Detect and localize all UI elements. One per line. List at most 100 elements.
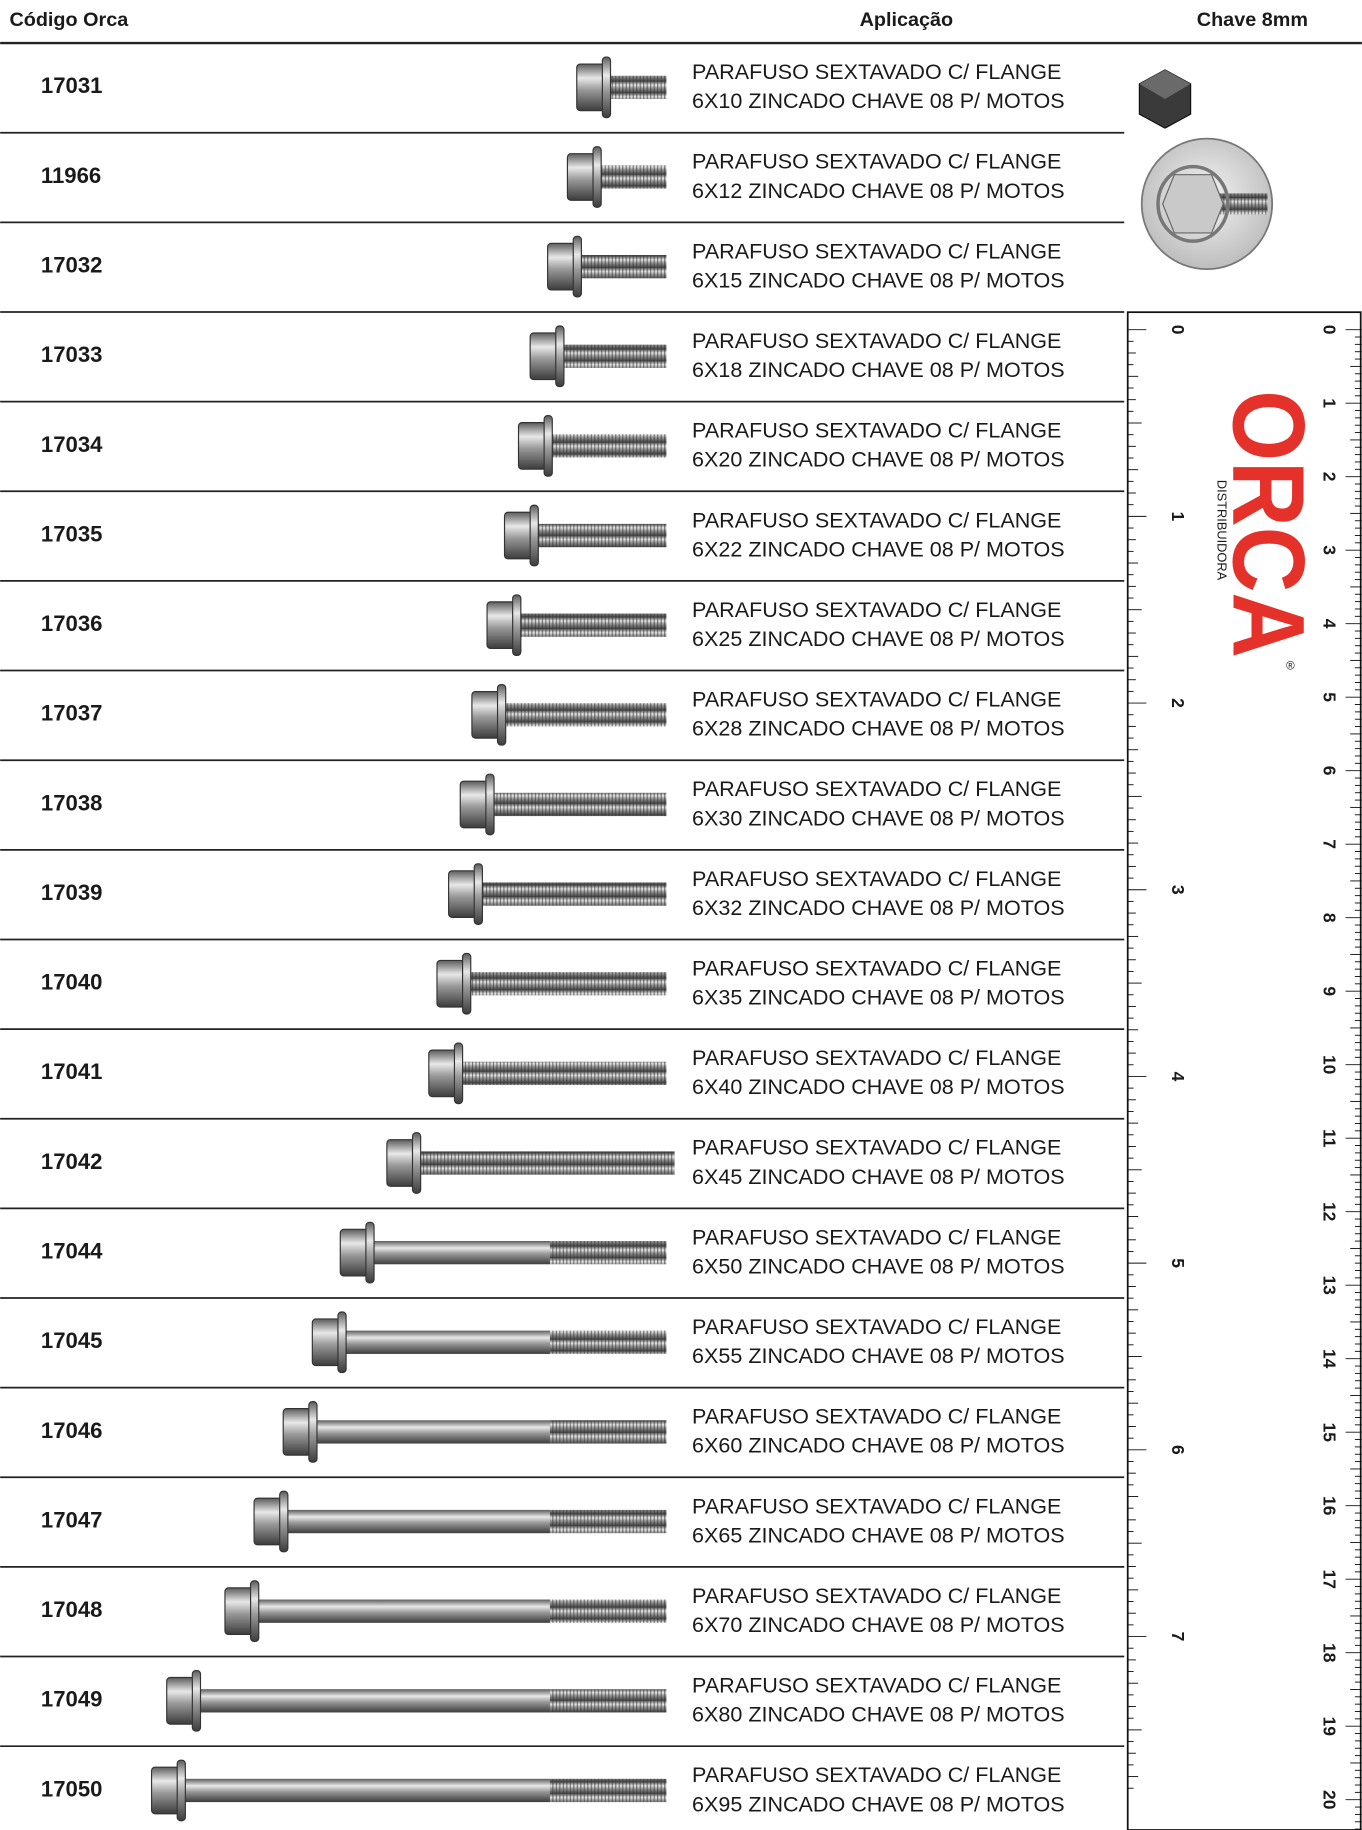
bolt-thread	[609, 75, 667, 100]
bolt-flange	[411, 1132, 422, 1194]
bolt-shank	[372, 1240, 550, 1265]
description-line: 6X65 ZINCADO CHAVE 08 P/ MOTOS	[692, 1523, 1065, 1547]
product-code: 17045	[41, 1328, 103, 1353]
product-code: 17046	[41, 1418, 103, 1443]
cm-label: 15	[1319, 1422, 1339, 1442]
bolt-thread	[549, 1599, 667, 1623]
bolt-image	[529, 325, 667, 388]
bolt-shank	[315, 1420, 550, 1444]
bolt-thread	[469, 972, 667, 996]
cm-label: 3	[1319, 545, 1339, 555]
cm-label: 5	[1319, 692, 1339, 702]
product-code: 17038	[41, 790, 103, 815]
bolt-thread	[492, 792, 667, 817]
logo-subtitle: DISTRIBUIDORA	[1215, 480, 1230, 581]
cm-label: 4	[1319, 619, 1339, 629]
description-line: PARAFUSO SEXTAVADO C/ FLANGE	[692, 239, 1061, 263]
description-line: 6X50 ZINCADO CHAVE 08 P/ MOTOS	[692, 1254, 1065, 1278]
bolt-thread	[580, 254, 667, 279]
cm-label: 7	[1319, 839, 1339, 849]
bolt-flange	[308, 1401, 318, 1463]
bolt-head	[253, 1497, 283, 1546]
bolt-thread	[549, 1420, 667, 1444]
bolt-flange	[279, 1490, 289, 1553]
bolt-shank	[257, 1599, 550, 1623]
bolt-head	[428, 1049, 458, 1098]
description-line: PARAFUSO SEXTAVADO C/ FLANGE	[692, 1674, 1061, 1698]
description-line: 6X70 ZINCADO CHAVE 08 P/ MOTOS	[692, 1613, 1065, 1637]
cm-label: 16	[1319, 1496, 1339, 1516]
product-code: 17032	[41, 252, 103, 277]
bolt-thread	[504, 703, 667, 727]
inch-label: 4	[1168, 1072, 1188, 1082]
product-code: 17044	[41, 1238, 103, 1263]
logo-mark: ®	[1286, 659, 1295, 672]
bolt-head	[503, 511, 534, 560]
bolt-head	[282, 1408, 312, 1456]
description-line: 6X40 ZINCADO CHAVE 08 P/ MOTOS	[692, 1075, 1065, 1099]
bolt-thread	[481, 882, 667, 906]
bolt-image	[386, 1132, 675, 1194]
description-line: 6X60 ZINCADO CHAVE 08 P/ MOTOS	[692, 1434, 1065, 1458]
product-code: 11966	[41, 163, 101, 188]
description-line: 6X35 ZINCADO CHAVE 08 P/ MOTOS	[692, 986, 1065, 1010]
description-line: PARAFUSO SEXTAVADO C/ FLANGE	[692, 956, 1061, 980]
product-code: 17040	[41, 970, 103, 995]
description-line: 6X95 ZINCADO CHAVE 08 P/ MOTOS	[692, 1792, 1065, 1816]
bolt-thread	[551, 434, 667, 458]
bolt-thread	[419, 1151, 675, 1175]
bolt-thread	[600, 165, 667, 189]
description-line: PARAFUSO SEXTAVADO C/ FLANGE	[692, 329, 1061, 353]
bolt-head	[576, 63, 606, 112]
bolt-thread	[549, 1240, 667, 1265]
bolt-flange	[592, 146, 602, 208]
header-code: Código Orca	[9, 9, 129, 31]
bolt-flange	[250, 1580, 260, 1643]
cm-label: 17	[1319, 1569, 1339, 1588]
description-line: 6X20 ZINCADO CHAVE 08 P/ MOTOS	[692, 448, 1065, 472]
bolt-image	[311, 1311, 667, 1374]
bolt-head	[150, 1766, 181, 1815]
description-line: 6X22 ZINCADO CHAVE 08 P/ MOTOS	[692, 537, 1065, 561]
description-line: PARAFUSO SEXTAVADO C/ FLANGE	[692, 1046, 1061, 1070]
bolt-flange	[555, 325, 565, 388]
description-line: 6X28 ZINCADO CHAVE 08 P/ MOTOS	[692, 717, 1065, 741]
cm-label: 20	[1319, 1790, 1339, 1809]
product-code: 17047	[41, 1507, 103, 1532]
description-line: PARAFUSO SEXTAVADO C/ FLANGE	[692, 867, 1061, 891]
bolt-thread	[549, 1509, 667, 1534]
bolt-head	[486, 601, 516, 650]
product-code: 17034	[41, 432, 103, 457]
bolt-image	[576, 56, 667, 119]
bolt-head	[471, 690, 501, 739]
bolt-image	[150, 1759, 667, 1822]
product-code: 17035	[41, 521, 103, 546]
bolt-image	[547, 235, 667, 298]
bolt-flange	[485, 773, 495, 836]
bolt-head	[448, 870, 478, 918]
inch-label: 7	[1168, 1632, 1188, 1642]
inch-label: 5	[1168, 1258, 1188, 1268]
description-line: 6X12 ZINCADO CHAVE 08 P/ MOTOS	[692, 179, 1065, 203]
bolt-thread	[549, 1330, 667, 1354]
bolt-head	[459, 780, 489, 829]
description-line: 6X10 ZINCADO CHAVE 08 P/ MOTOS	[692, 89, 1065, 113]
bolt-image	[224, 1580, 667, 1643]
description-line: 6X18 ZINCADO CHAVE 08 P/ MOTOS	[692, 358, 1065, 382]
bolt-thread	[549, 1689, 667, 1713]
inch-label: 0	[1168, 325, 1188, 335]
product-code: 17048	[41, 1597, 103, 1622]
cm-label: 19	[1319, 1716, 1339, 1736]
description-line: PARAFUSO SEXTAVADO C/ FLANGE	[692, 688, 1061, 712]
description-line: PARAFUSO SEXTAVADO C/ FLANGE	[692, 508, 1061, 532]
hex-icon-top	[1139, 69, 1191, 100]
description-line: PARAFUSO SEXTAVADO C/ FLANGE	[692, 1763, 1061, 1787]
cm-label: 6	[1319, 766, 1339, 776]
product-code: 17041	[41, 1059, 103, 1084]
bolt-image	[448, 863, 667, 925]
inch-label: 2	[1168, 698, 1188, 708]
bolt-image	[428, 1042, 667, 1105]
bolt-flange	[529, 504, 539, 567]
bolt-flange	[572, 235, 582, 298]
